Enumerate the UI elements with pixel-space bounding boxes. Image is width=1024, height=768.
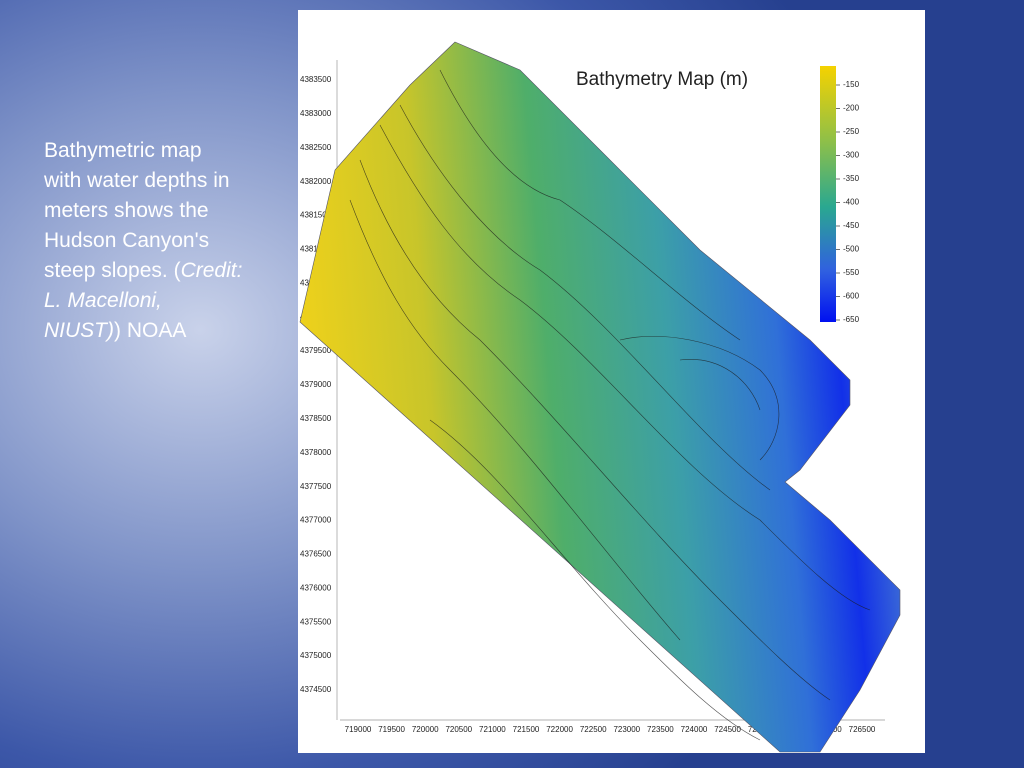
caption-text: Bathymetric map with water depths in met… — [44, 139, 230, 282]
colorbar-ticks: -150 -200 -250 -300 -350 -400 -450 -500 -550 -600… — [836, 80, 860, 324]
colorbar-tick-label: -150 — [843, 80, 860, 89]
colorbar-tick-label: -450 — [843, 221, 860, 230]
y-tick-label: 4377500 — [300, 482, 332, 491]
colorbar-tick-label: -300 — [843, 151, 860, 160]
x-tick-label: 721500 — [513, 725, 540, 734]
y-tick-label: 4375000 — [300, 651, 332, 660]
colorbar — [820, 66, 836, 322]
y-tick-label: 4377000 — [300, 516, 332, 525]
x-tick-label: 720500 — [445, 725, 472, 734]
y-tick-label: 4381500 — [300, 211, 332, 220]
x-tick-label: 721000 — [479, 725, 506, 734]
x-tick-label: 726500 — [849, 725, 876, 734]
x-tick-label: 724500 — [714, 725, 741, 734]
x-tick-label: 719500 — [378, 725, 405, 734]
x-tick-label: 722500 — [580, 725, 607, 734]
x-tick-label: 723500 — [647, 725, 674, 734]
y-tick-label: 4376000 — [300, 583, 332, 592]
colorbar-tick-label: -500 — [843, 245, 860, 254]
y-tick-label: 4379000 — [300, 380, 332, 389]
colorbar-tick-label: -350 — [843, 174, 860, 183]
colorbar-tick-label: -400 — [843, 198, 860, 207]
y-tick-label: 4379500 — [300, 346, 332, 355]
colorbar-tick-label: -600 — [843, 292, 860, 301]
caption-source: ) NOAA — [114, 319, 187, 342]
bathymetry-surface — [299, 41, 901, 753]
colorbar-tick-label: -250 — [843, 127, 860, 136]
y-tick-label: 4378500 — [300, 414, 332, 423]
caption: Bathymetric map with water depths in met… — [44, 136, 244, 346]
y-tick-label: 4376500 — [300, 550, 332, 559]
colorbar-tick-label: -650 — [843, 315, 860, 324]
x-tick-label: 723000 — [613, 725, 640, 734]
contour-lines — [349, 69, 871, 741]
x-tick-label: 720000 — [412, 725, 439, 734]
caption-credit: Credit: L. Macelloni, NIUST) — [44, 259, 243, 342]
y-tick-label: 4382500 — [300, 143, 332, 152]
map-title: Bathymetry Map (m) — [576, 69, 748, 90]
x-tick-label: 719000 — [345, 725, 372, 734]
y-tick-label: 4382000 — [300, 177, 332, 186]
y-tick-label: 4378000 — [300, 448, 332, 457]
y-tick-label: 4383000 — [300, 109, 332, 118]
x-tick-label: 722000 — [546, 725, 573, 734]
colorbar-tick-label: -200 — [843, 104, 860, 113]
y-tick-label: 4383500 — [300, 75, 332, 84]
y-tick-label: 4374500 — [300, 685, 332, 694]
colorbar-tick-label: -550 — [843, 268, 860, 277]
y-tick-label: 4375500 — [300, 617, 332, 626]
y-tick-label: 4381000 — [300, 245, 332, 254]
x-tick-label: 724000 — [681, 725, 708, 734]
